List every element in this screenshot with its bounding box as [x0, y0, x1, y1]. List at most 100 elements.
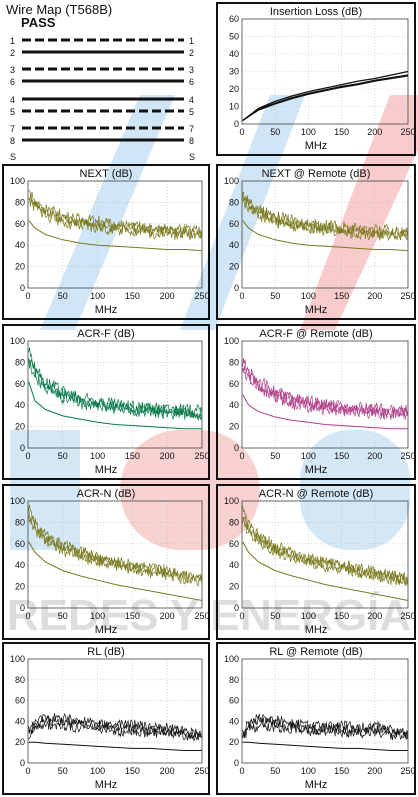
x-axis-label: MHz [304, 624, 328, 636]
x-tick-label: 250 [194, 451, 208, 461]
y-tick-label: 40 [15, 240, 25, 250]
series-line [242, 368, 408, 420]
limit-line [242, 394, 408, 430]
limit-line [242, 741, 408, 751]
series-line [242, 515, 408, 586]
x-axis-label: MHz [304, 304, 328, 316]
y-tick-label: 60 [229, 219, 239, 229]
series-line [28, 357, 202, 421]
x-tick-label: 200 [367, 451, 382, 461]
pin-label-right: 8 [189, 136, 194, 146]
x-tick-label: 0 [25, 766, 30, 776]
x-tick-label: 100 [301, 127, 316, 137]
y-tick-label: 40 [15, 716, 25, 726]
y-tick-label: 80 [15, 357, 25, 367]
y-tick-label: 100 [224, 176, 239, 186]
y-tick-label: 40 [15, 560, 25, 570]
y-tick-label: 0 [234, 758, 239, 768]
chart-title: ACR-N (dB) [76, 488, 136, 500]
y-tick-label: 60 [15, 379, 25, 389]
series-line [242, 713, 408, 738]
series-line [28, 347, 202, 418]
x-tick-label: 50 [270, 766, 280, 776]
x-tick-label: 200 [367, 127, 382, 137]
chart-title: RL (dB) [87, 646, 125, 658]
pin-label-left: S [10, 152, 16, 160]
pin-label-right: 4 [189, 95, 194, 105]
plot-area [241, 180, 409, 289]
x-tick-label: 200 [160, 291, 175, 301]
plot-area [241, 340, 409, 449]
x-tick-label: 100 [301, 451, 316, 461]
x-tick-label: 0 [239, 451, 244, 461]
series-line [242, 199, 408, 242]
series-line [28, 720, 202, 742]
y-tick-label: 40 [229, 240, 239, 250]
series-line [28, 190, 202, 238]
pin-label-left: 7 [10, 124, 15, 134]
y-tick-label: 80 [229, 675, 239, 685]
x-tick-label: 100 [90, 451, 105, 461]
x-tick-label: 200 [367, 766, 382, 776]
y-tick-label: 100 [10, 654, 25, 664]
wire-map-title: Wire Map (T568B) [6, 2, 113, 17]
y-tick-label: 60 [229, 379, 239, 389]
x-tick-label: 0 [239, 766, 244, 776]
pin-label-left: 6 [10, 77, 15, 87]
insertion-loss-chart: Insertion Loss (dB) 0 50 100 150 200 250 0 10 20… [216, 2, 416, 156]
pin-label-right: 2 [189, 48, 194, 58]
x-tick-label: 150 [334, 127, 349, 137]
y-tick-label: 60 [15, 219, 25, 229]
x-tick-label: 200 [367, 611, 382, 621]
x-tick-label: 250 [194, 766, 208, 776]
plot-area [27, 340, 203, 449]
x-tick-label: 250 [194, 291, 208, 301]
next-remote-chart: NEXT @ Remote (dB) 0 50 100 150 200 250 0 20 40 6… [216, 164, 416, 320]
acr-n-chart: ACR-N (dB) 0 50 100 150 200 250 0 20 40 60 80 100 M… [2, 484, 210, 640]
x-axis-label: MHz [94, 779, 118, 791]
y-tick-label: 100 [224, 654, 239, 664]
x-axis-label: MHz [304, 779, 328, 791]
y-tick-label: 100 [224, 336, 239, 346]
y-tick-label: 40 [229, 560, 239, 570]
series-line [28, 507, 202, 584]
y-tick-label: 80 [229, 357, 239, 367]
pin-label-right: 3 [189, 65, 194, 75]
x-tick-label: 50 [270, 611, 280, 621]
x-tick-label: 50 [270, 127, 280, 137]
y-tick-label: 0 [20, 758, 25, 768]
rl-remote-chart: RL @ Remote (dB) 0 50 100 150 200 250 0 20 40 60 8… [216, 642, 416, 795]
y-tick-label: 60 [229, 696, 239, 706]
y-tick-label: 20 [15, 422, 25, 432]
rl-chart: RL (dB) 0 50 100 150 200 250 0 20 40 60 80 100 MHz [2, 642, 210, 795]
y-tick-label: 40 [229, 400, 239, 410]
x-tick-label: 250 [400, 127, 414, 137]
y-tick-label: 10 [229, 102, 239, 112]
y-tick-label: 40 [15, 400, 25, 410]
plot-area [27, 500, 203, 609]
y-tick-label: 0 [234, 603, 239, 613]
x-axis-label: MHz [304, 140, 328, 152]
plot-area [241, 658, 409, 764]
y-tick-label: 30 [229, 67, 239, 77]
limit-line [28, 741, 202, 751]
y-tick-label: 80 [15, 197, 25, 207]
pin-label-left: 3 [10, 65, 15, 75]
x-tick-label: 100 [301, 611, 316, 621]
x-tick-label: 150 [334, 451, 349, 461]
acr-n-remote-chart: ACR-N @ Remote (dB) 0 50 100 150 200 250 0 20 40… [216, 484, 416, 640]
limit-line [242, 541, 409, 601]
series-line [28, 359, 202, 420]
y-tick-label: 60 [15, 696, 25, 706]
limit-line [28, 220, 203, 252]
chart-title: NEXT @ Remote (dB) [261, 168, 371, 180]
x-axis-label: MHz [94, 304, 118, 316]
series-line [242, 75, 409, 122]
chart-title: RL @ Remote (dB) [269, 646, 363, 658]
x-tick-label: 250 [400, 451, 414, 461]
x-tick-label: 200 [160, 451, 175, 461]
y-tick-label: 20 [229, 737, 239, 747]
chart-title: ACR-N @ Remote (dB) [258, 488, 374, 500]
pin-label-right: S [189, 152, 195, 160]
x-tick-label: 150 [125, 611, 140, 621]
